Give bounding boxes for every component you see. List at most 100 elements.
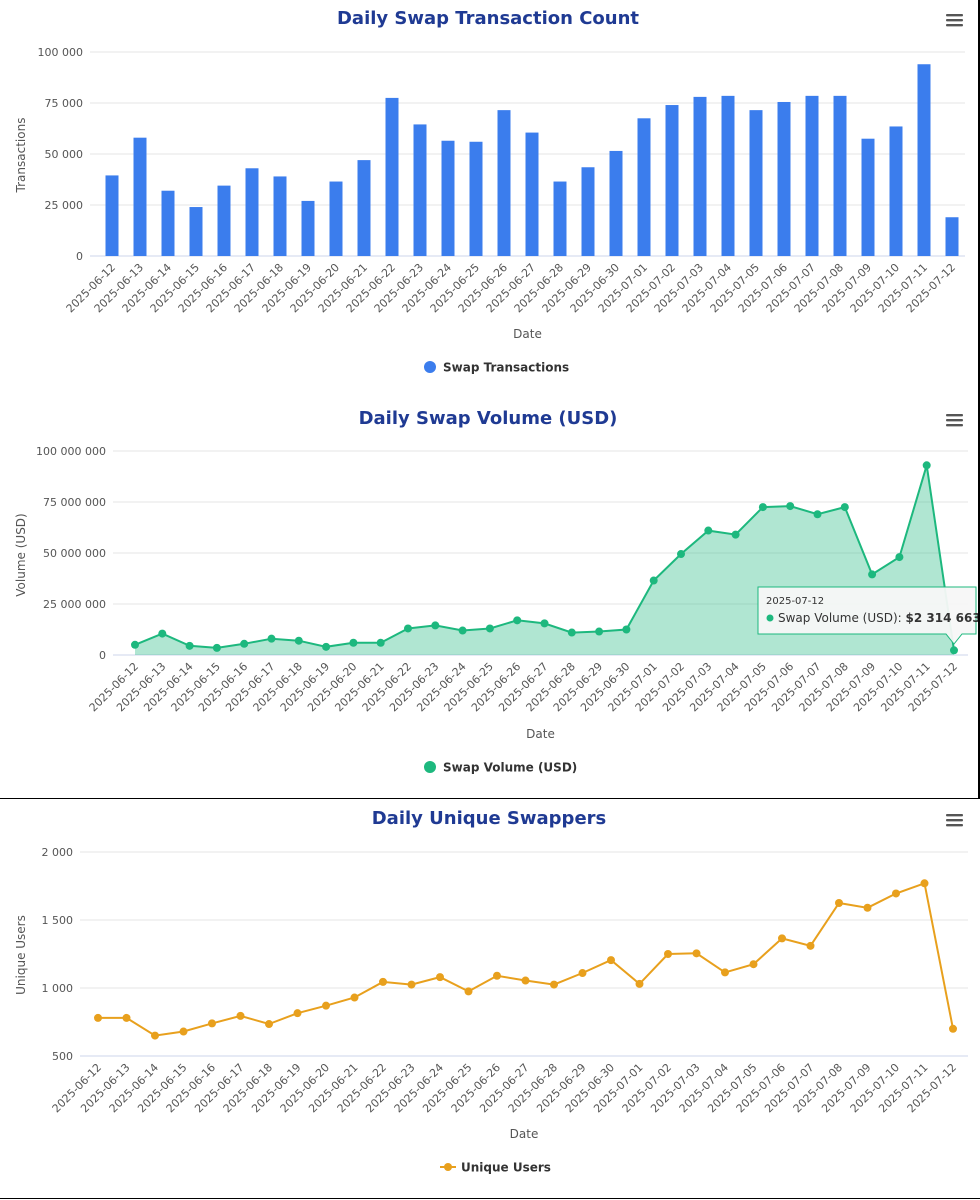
data-point[interactable] — [892, 889, 900, 898]
data-point[interactable] — [578, 969, 587, 978]
data-point[interactable] — [293, 1009, 302, 1018]
data-point[interactable] — [920, 879, 929, 888]
bar[interactable] — [721, 95, 735, 256]
bar[interactable] — [693, 96, 707, 256]
data-point[interactable] — [349, 638, 358, 647]
data-point[interactable] — [122, 1013, 131, 1022]
bar[interactable] — [469, 141, 483, 256]
data-point[interactable] — [431, 621, 440, 630]
data-point[interactable] — [567, 628, 576, 637]
data-point[interactable] — [94, 1013, 102, 1022]
data-point[interactable] — [840, 503, 849, 512]
data-point[interactable] — [595, 627, 604, 636]
data-point[interactable] — [786, 502, 795, 511]
data-point[interactable] — [407, 980, 416, 989]
data-point[interactable] — [436, 973, 444, 982]
menu-icon[interactable] — [946, 814, 963, 827]
bar[interactable] — [525, 132, 539, 256]
data-point[interactable] — [868, 570, 877, 579]
bar[interactable] — [217, 185, 231, 256]
data-point[interactable] — [379, 977, 387, 986]
data-point[interactable] — [151, 1031, 159, 1040]
data-point[interactable] — [485, 624, 494, 633]
bar[interactable] — [385, 97, 399, 257]
data-point[interactable] — [158, 629, 167, 638]
legend-item[interactable]: Swap Transactions — [424, 361, 569, 375]
data-point[interactable] — [677, 550, 685, 559]
data-point[interactable] — [622, 625, 631, 634]
data-point[interactable] — [704, 526, 713, 535]
data-point[interactable] — [731, 530, 740, 539]
data-point[interactable] — [240, 639, 249, 648]
data-point[interactable] — [322, 642, 331, 651]
data-point[interactable] — [692, 949, 701, 958]
data-point[interactable] — [922, 461, 931, 470]
data-point[interactable] — [813, 510, 822, 519]
data-point[interactable] — [778, 934, 786, 943]
data-point[interactable] — [550, 980, 558, 989]
bar[interactable] — [273, 176, 287, 256]
bar[interactable] — [245, 168, 259, 256]
data-point[interactable] — [950, 646, 958, 655]
bar[interactable] — [945, 217, 959, 256]
data-point[interactable] — [835, 899, 843, 907]
bar[interactable] — [889, 126, 903, 257]
bar[interactable] — [777, 101, 791, 256]
data-point[interactable] — [806, 941, 815, 950]
data-point[interactable] — [267, 634, 276, 643]
data-point[interactable] — [749, 960, 758, 969]
bar[interactable] — [329, 181, 343, 256]
data-point[interactable] — [540, 619, 549, 628]
bar[interactable] — [861, 138, 875, 256]
bar[interactable] — [189, 207, 203, 256]
bar[interactable] — [749, 110, 763, 256]
bar[interactable] — [917, 64, 931, 257]
bar[interactable] — [581, 167, 595, 256]
legend-item[interactable]: Swap Volume (USD) — [424, 761, 577, 775]
menu-icon[interactable] — [946, 414, 963, 427]
data-point[interactable] — [949, 1024, 957, 1033]
data-point[interactable] — [208, 1019, 216, 1028]
data-point[interactable] — [513, 616, 522, 625]
data-point[interactable] — [350, 993, 359, 1002]
data-point[interactable] — [464, 987, 473, 996]
bar[interactable] — [105, 175, 119, 256]
bar[interactable] — [133, 137, 147, 256]
data-point[interactable] — [635, 979, 644, 988]
data-point[interactable] — [322, 1001, 330, 1010]
data-point[interactable] — [493, 971, 501, 980]
panel-border — [978, 0, 980, 400]
legend-item[interactable]: Unique Users — [440, 1161, 551, 1175]
bar[interactable] — [301, 200, 315, 256]
data-point[interactable] — [294, 636, 303, 645]
menu-icon[interactable] — [946, 14, 963, 27]
data-point[interactable] — [758, 503, 767, 512]
bar[interactable] — [553, 181, 567, 256]
data-point[interactable] — [236, 1011, 245, 1020]
bar[interactable] — [413, 124, 427, 256]
data-point[interactable] — [404, 624, 412, 633]
data-point[interactable] — [376, 638, 385, 647]
data-point[interactable] — [458, 626, 467, 635]
data-point[interactable] — [185, 641, 194, 650]
data-point[interactable] — [265, 1020, 273, 1029]
data-point[interactable] — [863, 903, 872, 912]
bar[interactable] — [805, 95, 819, 256]
bar[interactable] — [637, 118, 651, 256]
data-point[interactable] — [664, 950, 672, 958]
data-point[interactable] — [649, 576, 658, 585]
data-point[interactable] — [131, 640, 139, 649]
data-point[interactable] — [607, 956, 615, 965]
bar[interactable] — [357, 160, 371, 256]
bar[interactable] — [609, 150, 623, 256]
data-point[interactable] — [721, 968, 729, 977]
bar[interactable] — [665, 105, 679, 256]
data-point[interactable] — [179, 1027, 188, 1036]
data-point[interactable] — [212, 643, 221, 652]
bar[interactable] — [833, 95, 847, 256]
bar[interactable] — [497, 110, 511, 256]
data-point[interactable] — [895, 553, 904, 562]
bar[interactable] — [441, 140, 455, 256]
bar[interactable] — [161, 190, 175, 256]
data-point[interactable] — [521, 976, 530, 985]
